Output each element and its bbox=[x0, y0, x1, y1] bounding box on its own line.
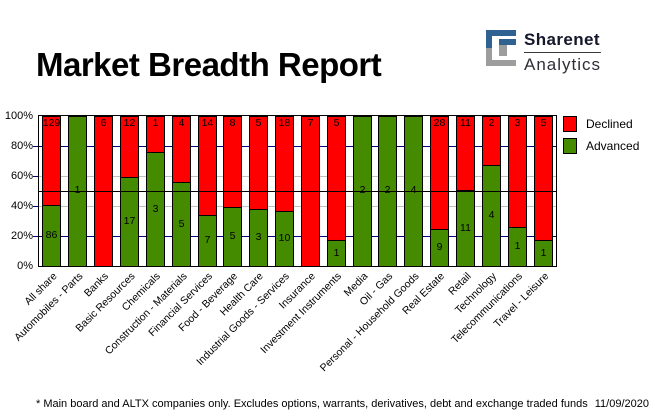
gridline-80 bbox=[39, 146, 556, 147]
legend: Declined Advanced bbox=[563, 116, 639, 160]
sharenet-logo-icon bbox=[486, 30, 516, 66]
bar-value-label: 2 bbox=[488, 117, 495, 129]
y-tick-mark bbox=[33, 236, 38, 237]
bar-segment-declined bbox=[430, 116, 449, 230]
y-tick-mark bbox=[33, 206, 38, 207]
bar-segment-advanced bbox=[327, 241, 346, 266]
legend-row-declined: Declined bbox=[563, 116, 639, 132]
bar-value-label: 7 bbox=[307, 117, 314, 129]
bar-value-label: 3 bbox=[514, 117, 521, 129]
bar-value-label: 10 bbox=[278, 232, 291, 244]
bar-value-label: 7 bbox=[204, 234, 211, 246]
bar-value-label: 11 bbox=[460, 117, 471, 129]
gridline-50 bbox=[39, 191, 556, 192]
bar-segment-declined bbox=[482, 116, 501, 166]
bar-value-label: 4 bbox=[178, 117, 185, 129]
y-tick-mark bbox=[33, 176, 38, 177]
bar-value-label: 3 bbox=[152, 203, 159, 215]
bar-value-label: 8 bbox=[229, 117, 236, 129]
bar-value-label: 5 bbox=[255, 117, 262, 129]
bar-value-label: 14 bbox=[201, 117, 214, 129]
bar-segment-declined bbox=[456, 116, 475, 191]
legend-row-advanced: Advanced bbox=[563, 138, 639, 154]
bar-value-label: 5 bbox=[333, 117, 340, 129]
bar-segment-declined bbox=[327, 116, 346, 241]
bar-value-label: 4 bbox=[488, 209, 495, 221]
bar-segment-declined bbox=[275, 116, 294, 212]
y-tick-label: 80% bbox=[10, 140, 33, 152]
y-tick-label: 0% bbox=[17, 260, 33, 272]
gridline-40 bbox=[39, 206, 556, 207]
footnote: * Main board and ALTX companies only. Ex… bbox=[36, 398, 588, 410]
logo-text: Sharenet Analytics bbox=[524, 30, 602, 75]
bar-segment-advanced bbox=[223, 208, 242, 266]
report-date: 11/09/2020 bbox=[594, 398, 649, 410]
bar-value-label: 5 bbox=[229, 230, 236, 242]
bar-segment-advanced bbox=[534, 241, 553, 266]
bar-segment-advanced bbox=[42, 206, 61, 266]
logo-subtitle: Analytics bbox=[524, 55, 602, 74]
bar-value-label: 17 bbox=[123, 215, 136, 227]
advanced-swatch bbox=[563, 138, 577, 154]
bar-value-label: 12 bbox=[123, 117, 136, 129]
bar-value-label: 9 bbox=[436, 241, 443, 253]
bar-segment-declined bbox=[42, 116, 61, 206]
bar-segment-declined bbox=[249, 116, 268, 210]
declined-swatch bbox=[563, 116, 577, 132]
bar-segment-advanced bbox=[275, 212, 294, 266]
plot-area: 129 86 1 6 12 17 1 3 4 5 14 7 8 5 5 3 18 10 7 5 1 2 2 4 28 9 11 11 2… bbox=[38, 115, 557, 267]
gridline-60 bbox=[39, 176, 556, 177]
bar-value-label: 11 bbox=[460, 222, 471, 234]
bar-segment-declined bbox=[172, 116, 191, 183]
y-tick-label: 40% bbox=[10, 200, 33, 212]
bar-segment-declined bbox=[223, 116, 242, 208]
bar-value-label: 2 bbox=[384, 184, 391, 196]
page-title: Market Breadth Report bbox=[36, 46, 382, 84]
bar-value-label: 5 bbox=[178, 218, 185, 230]
bar-value-label: 1 bbox=[333, 247, 340, 259]
gridline-20 bbox=[39, 236, 556, 237]
bar-value-label: 129 bbox=[42, 117, 61, 129]
y-tick-mark bbox=[33, 146, 38, 147]
sharenet-logo: Sharenet Analytics bbox=[486, 30, 602, 75]
bar-value-label: 4 bbox=[410, 184, 417, 196]
bar-segment-advanced bbox=[198, 216, 217, 266]
bar-value-label: 1 bbox=[514, 240, 521, 252]
bar-segment-declined bbox=[120, 116, 139, 178]
bar-segment-advanced bbox=[249, 210, 268, 266]
bar-segment-advanced bbox=[430, 230, 449, 266]
logo-name: Sharenet bbox=[524, 30, 602, 53]
bar-segment-declined bbox=[508, 116, 527, 228]
bar-segment-advanced bbox=[508, 228, 527, 266]
bar-segment-declined bbox=[198, 116, 217, 216]
y-tick-label: 20% bbox=[10, 230, 33, 242]
bar-segment-advanced bbox=[146, 153, 165, 266]
bar-segment-advanced bbox=[172, 183, 191, 266]
bar-value-label: 28 bbox=[433, 117, 446, 129]
bar-value-label: 3 bbox=[255, 231, 262, 243]
bar-value-label: 1 bbox=[74, 184, 81, 196]
bar-segment-declined bbox=[146, 116, 165, 153]
y-tick-label: 60% bbox=[10, 170, 33, 182]
bar-value-label: 5 bbox=[540, 117, 547, 129]
bar-segment-declined bbox=[534, 116, 553, 241]
y-tick-label: 100% bbox=[4, 110, 33, 122]
bar-value-label: 6 bbox=[100, 117, 107, 129]
bar-segment-advanced bbox=[456, 191, 475, 266]
legend-label-advanced: Advanced bbox=[586, 139, 640, 153]
bar-value-label: 86 bbox=[45, 229, 58, 241]
bar-segment-advanced bbox=[120, 178, 139, 266]
bar-value-label: 1 bbox=[152, 117, 159, 129]
legend-label-declined: Declined bbox=[586, 117, 633, 131]
bar-value-label: 1 bbox=[540, 247, 547, 259]
bar-value-label: 18 bbox=[278, 117, 291, 129]
bar-value-label: 2 bbox=[359, 184, 366, 196]
